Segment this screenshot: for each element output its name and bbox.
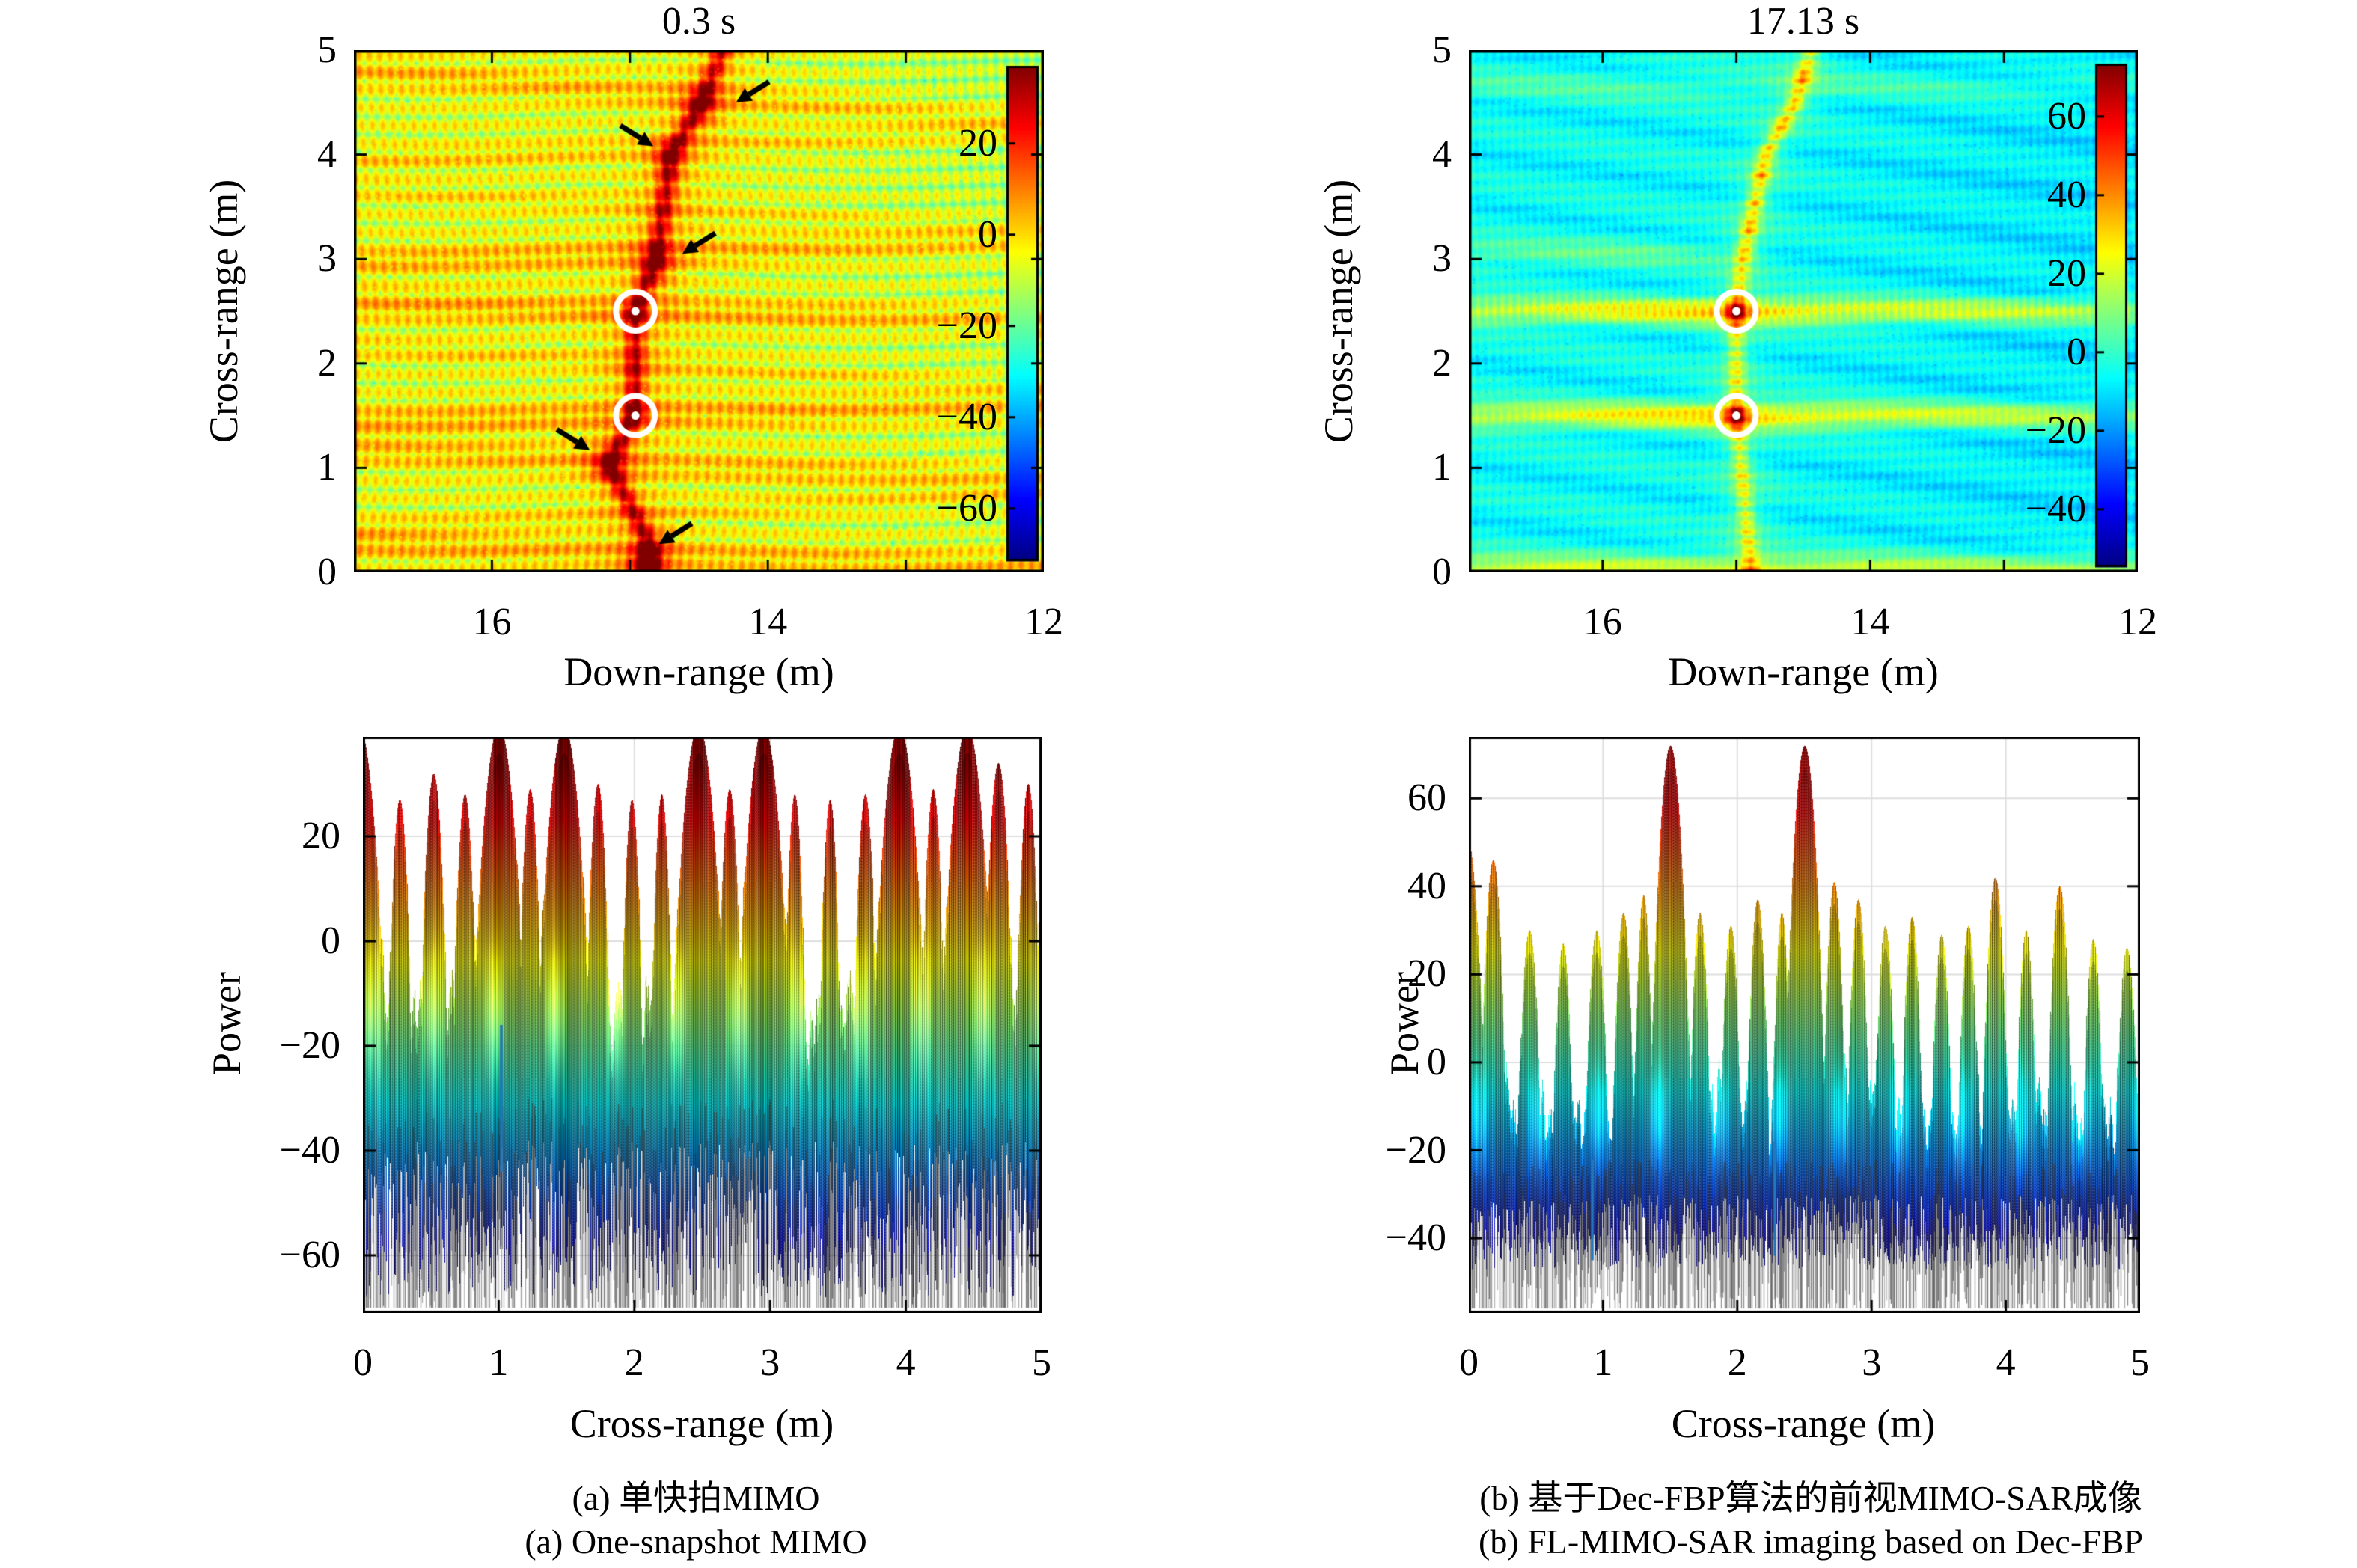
y-tick-label: 0 bbox=[317, 551, 337, 593]
x-tick-label: 1 bbox=[489, 1341, 509, 1384]
y-tick-label: 60 bbox=[1407, 777, 1446, 820]
caption-b-en: (b) FL-MIMO-SAR imaging based on Dec-FBP bbox=[1479, 1522, 2143, 1561]
y-tick-label: −20 bbox=[1385, 1128, 1446, 1172]
colorbar-tick-label: −40 bbox=[2025, 487, 2086, 530]
x-tick-label: 16 bbox=[472, 601, 512, 643]
y-tick-label: 0 bbox=[321, 919, 340, 962]
x-tick-label: 5 bbox=[1032, 1341, 1051, 1384]
x-tick-label: 16 bbox=[1583, 601, 1622, 643]
x-tick-label: 4 bbox=[896, 1341, 916, 1384]
y-tick-label: −40 bbox=[1385, 1216, 1446, 1260]
colorbar-tick-label: −20 bbox=[936, 304, 997, 347]
x-tick-label: 0 bbox=[1459, 1341, 1479, 1384]
colorbar-tick-label: 20 bbox=[2047, 251, 2086, 295]
y-tick-label: 4 bbox=[317, 132, 337, 176]
panel-b-title: 17.13 s bbox=[1746, 0, 1860, 43]
x-tick-label: 0 bbox=[353, 1341, 373, 1384]
power-profile-one-snapshot-canvas bbox=[363, 737, 1042, 1313]
y-tick-label: 2 bbox=[1432, 341, 1452, 385]
x-tick-label: 2 bbox=[1727, 1341, 1747, 1384]
y-tick-label: 3 bbox=[1432, 237, 1452, 281]
y-tick-label: −40 bbox=[279, 1129, 340, 1172]
y-tick-label: −60 bbox=[279, 1234, 340, 1276]
y-tick-label: 40 bbox=[1407, 864, 1446, 907]
panel-d-xlabel: Cross-range (m) bbox=[1671, 1401, 1936, 1446]
panel-a-title: 0.3 s bbox=[661, 0, 736, 43]
x-tick-label: 3 bbox=[760, 1341, 780, 1384]
colorbar-tick-label: 40 bbox=[2047, 173, 2086, 216]
colorbar-tick-label: 20 bbox=[959, 121, 997, 165]
heatmap-one-snapshot-canvas bbox=[354, 50, 1044, 572]
y-tick-label: 4 bbox=[1432, 132, 1452, 176]
x-tick-label: 2 bbox=[624, 1341, 644, 1384]
y-tick-label: 3 bbox=[317, 237, 337, 281]
panel-b-xlabel: Down-range (m) bbox=[1668, 649, 1939, 694]
y-tick-label: 1 bbox=[317, 446, 337, 489]
y-tick-label: 20 bbox=[1407, 952, 1446, 996]
y-tick-label: 5 bbox=[317, 28, 337, 71]
heatmap-dec-fbp-canvas bbox=[1469, 50, 2138, 572]
power-profile-dec-fbp-canvas bbox=[1469, 737, 2140, 1313]
x-tick-label: 14 bbox=[1850, 601, 1890, 643]
x-tick-label: 14 bbox=[748, 601, 788, 643]
x-tick-label: 3 bbox=[1862, 1341, 1882, 1384]
colorbar-tick-label: −40 bbox=[936, 395, 997, 438]
caption-a-zh: (a) 单快拍MIMO bbox=[572, 1479, 820, 1517]
colorbar-tick-label: 0 bbox=[2067, 330, 2086, 373]
panel-a-xlabel: Down-range (m) bbox=[563, 649, 834, 694]
y-tick-label: −20 bbox=[279, 1024, 340, 1067]
y-tick-label: 0 bbox=[1427, 1040, 1446, 1083]
colorbar-tick-label: −60 bbox=[936, 486, 997, 530]
caption-b-zh: (b) 基于Dec-FBP算法的前视MIMO-SAR成像 bbox=[1479, 1479, 2142, 1517]
y-tick-label: 0 bbox=[1432, 551, 1452, 593]
panel-c-xlabel: Cross-range (m) bbox=[569, 1401, 834, 1446]
y-tick-label: 20 bbox=[302, 815, 340, 857]
y-tick-label: 1 bbox=[1432, 446, 1452, 489]
colorbar-tick-label: 0 bbox=[978, 212, 997, 256]
x-tick-label: 12 bbox=[2118, 601, 2157, 643]
x-tick-label: 1 bbox=[1593, 1341, 1613, 1384]
x-tick-label: 5 bbox=[2130, 1341, 2150, 1384]
colorbar-tick-label: 60 bbox=[2047, 94, 2086, 138]
y-tick-label: 2 bbox=[317, 341, 337, 385]
colorbar-tick-label: −20 bbox=[2025, 408, 2086, 452]
caption-a-en: (a) One-snapshot MIMO bbox=[525, 1522, 867, 1561]
x-tick-label: 4 bbox=[1996, 1341, 2016, 1384]
x-tick-label: 12 bbox=[1024, 601, 1063, 643]
y-tick-label: 5 bbox=[1432, 28, 1452, 71]
